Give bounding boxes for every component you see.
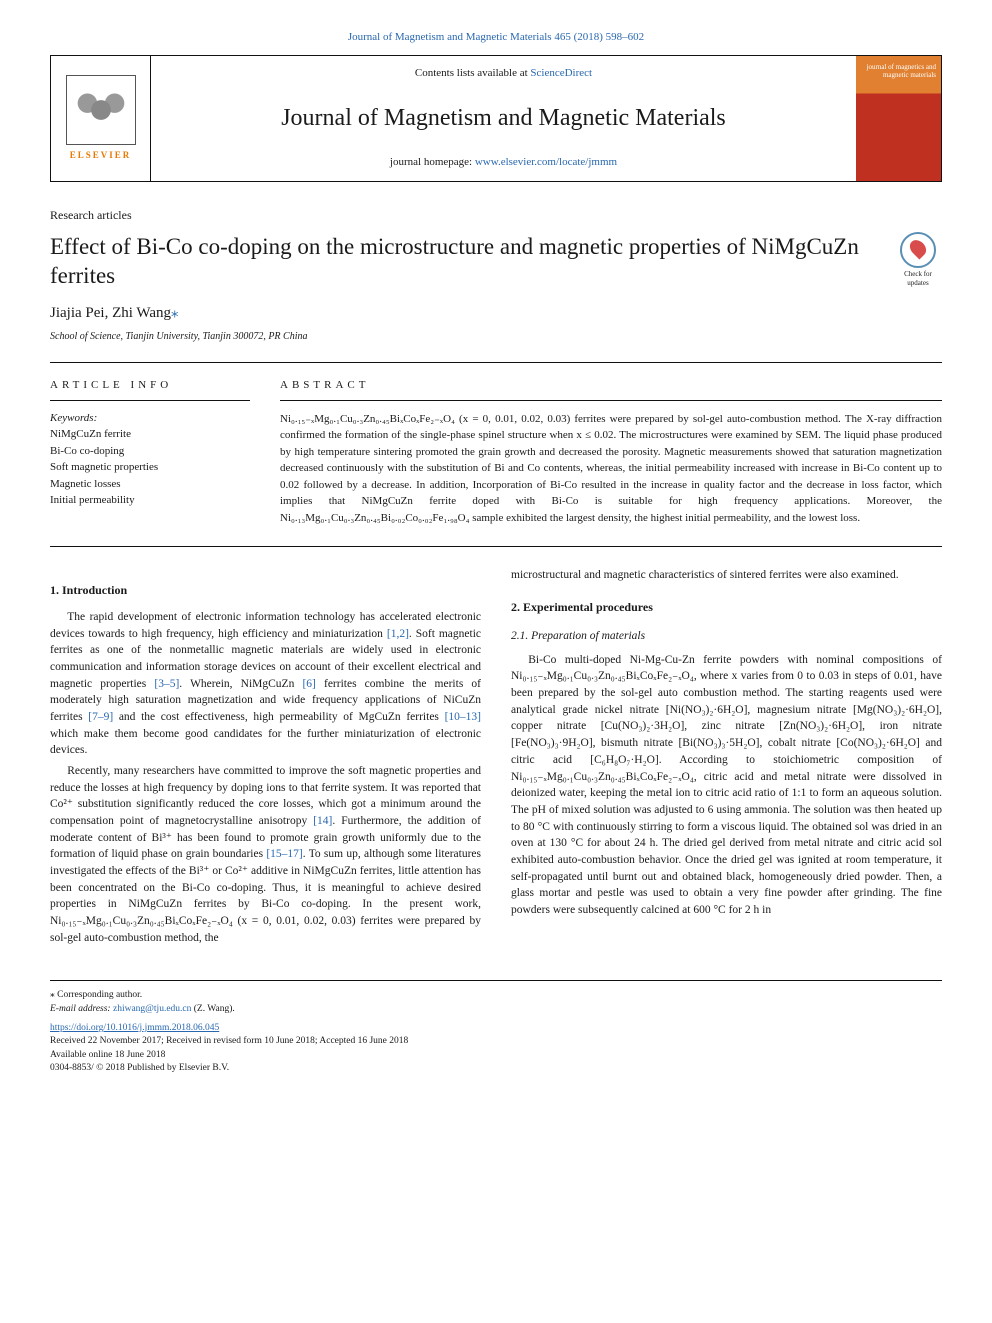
email-link[interactable]: zhiwang@tju.edu.cn: [113, 1004, 191, 1014]
top-citation[interactable]: Journal of Magnetism and Magnetic Materi…: [50, 30, 942, 45]
corresponding-mark: ⁎: [171, 305, 179, 321]
article-info: ARTICLE INFO Keywords: NiMgCuZn ferrite …: [50, 378, 250, 526]
article-type: Research articles: [50, 207, 942, 224]
homepage-line: journal homepage: www.elsevier.com/locat…: [161, 155, 846, 170]
doi-link[interactable]: https://doi.org/10.1016/j.jmmm.2018.06.0…: [50, 1022, 942, 1035]
author-names: Jiajia Pei, Zhi Wang: [50, 305, 171, 321]
info-heading: ARTICLE INFO: [50, 378, 250, 400]
header-center: Contents lists available at ScienceDirec…: [151, 56, 856, 180]
elsevier-tree-icon: [66, 75, 136, 145]
keywords-list: NiMgCuZn ferrite Bi-Co co-doping Soft ma…: [50, 426, 250, 509]
paragraph: The rapid development of electronic info…: [50, 609, 481, 759]
authors: Jiajia Pei, Zhi Wang⁎: [50, 303, 942, 324]
section-1-heading: 1. Introduction: [50, 582, 481, 599]
keyword: Bi-Co co-doping: [50, 443, 250, 460]
contents-line: Contents lists available at ScienceDirec…: [161, 66, 846, 81]
email-line: E-mail address: zhiwang@tju.edu.cn (Z. W…: [50, 1003, 942, 1016]
abstract-heading: ABSTRACT: [280, 378, 942, 400]
pin-icon: [907, 236, 930, 259]
journal-name: Journal of Magnetism and Magnetic Materi…: [161, 102, 846, 136]
footer: ⁎ Corresponding author. E-mail address: …: [50, 980, 942, 1075]
keywords-label: Keywords:: [50, 411, 250, 426]
check-updates-label: Check for updates: [904, 270, 932, 288]
received-dates: Received 22 November 2017; Received in r…: [50, 1035, 942, 1048]
publisher-logo: ELSEVIER: [51, 56, 151, 180]
email-name: (Z. Wang).: [191, 1004, 234, 1014]
keyword: Initial permeability: [50, 492, 250, 509]
body: 1. Introduction The rapid development of…: [50, 567, 942, 950]
check-updates-badge[interactable]: Check for updates: [894, 232, 942, 290]
sciencedirect-link[interactable]: ScienceDirect: [530, 67, 592, 79]
paragraph: Bi-Co multi-doped Ni-Mg-Cu-Zn ferrite po…: [511, 652, 942, 919]
paragraph: microstructural and magnetic characteris…: [511, 567, 942, 584]
abstract: ABSTRACT Ni₀.₁₅₋ₓMg₀.₁Cu₀.₃Zn₀.₄₅BiₓCoₓF…: [280, 378, 942, 526]
issn-copyright: 0304-8853/ © 2018 Published by Elsevier …: [50, 1062, 942, 1075]
journal-cover-thumbnail: journal of magnetics and magnetic materi…: [856, 56, 941, 180]
column-left: 1. Introduction The rapid development of…: [50, 567, 481, 950]
paragraph: Recently, many researchers have committe…: [50, 763, 481, 946]
available-date: Available online 18 June 2018: [50, 1049, 942, 1062]
section-2-heading: 2. Experimental procedures: [511, 599, 942, 616]
homepage-prefix: journal homepage:: [390, 156, 475, 168]
column-right: microstructural and magnetic characteris…: [511, 567, 942, 950]
keyword: Magnetic losses: [50, 476, 250, 493]
publisher-name: ELSEVIER: [70, 149, 132, 162]
affiliation: School of Science, Tianjin University, T…: [50, 330, 942, 344]
corresponding-author: ⁎ Corresponding author.: [50, 989, 942, 1002]
abstract-text: Ni₀.₁₅₋ₓMg₀.₁Cu₀.₃Zn₀.₄₅BiₓCoₓFe₂₋ₓO₄ (x…: [280, 411, 942, 527]
cover-label: journal of magnetics and magnetic materi…: [856, 64, 936, 79]
homepage-link[interactable]: www.elsevier.com/locate/jmmm: [475, 156, 617, 168]
check-updates-icon: [900, 232, 936, 268]
article-title: Effect of Bi-Co co-doping on the microst…: [50, 232, 879, 292]
journal-header: ELSEVIER Contents lists available at Sci…: [50, 55, 942, 181]
keyword: NiMgCuZn ferrite: [50, 426, 250, 443]
email-label: E-mail address:: [50, 1004, 113, 1014]
keyword: Soft magnetic properties: [50, 459, 250, 476]
section-2-1-heading: 2.1. Preparation of materials: [511, 628, 942, 644]
divider: [50, 546, 942, 547]
contents-prefix: Contents lists available at: [415, 67, 530, 79]
